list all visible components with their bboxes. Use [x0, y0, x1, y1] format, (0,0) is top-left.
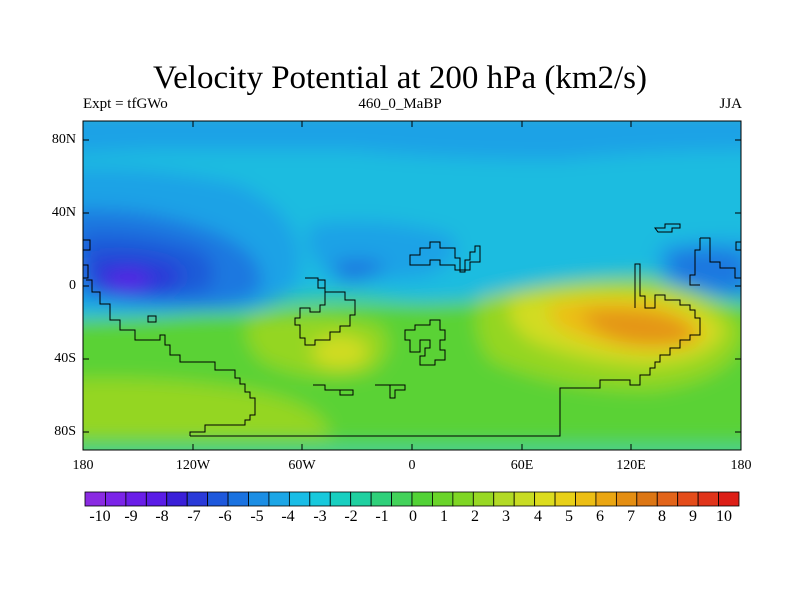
colorbar-swatch	[615, 491, 638, 507]
colorbar-swatch	[452, 491, 474, 507]
coastline-africa-west	[294, 277, 356, 346]
colorbar-label: 6	[596, 508, 604, 525]
colorbar-swatch	[309, 491, 331, 507]
colorbar-swatch	[186, 491, 209, 507]
field-blue-central	[333, 259, 385, 282]
colorbar-swatch	[575, 491, 597, 507]
y-tick-label-0: 0	[69, 278, 76, 293]
x-tick-label-60e: 60E	[510, 458, 534, 473]
colorbar-swatch	[350, 491, 372, 507]
coastline-antarctica	[190, 263, 701, 437]
field-yellow-patch	[312, 336, 368, 368]
x-tick-label-120w: 120W	[175, 458, 211, 473]
y-tick-label-40n: 40N	[51, 205, 76, 220]
x-tick-label-120e: 120E	[616, 458, 646, 473]
coastline-americas	[83, 264, 256, 436]
coastline-americas-west	[83, 239, 91, 251]
plot-title: Velocity Potential at 200 hPa (km2/s)	[152, 60, 648, 96]
colorbar-label: 8	[658, 508, 666, 525]
field-blue-east	[668, 249, 741, 291]
field-light-blue-band	[83, 121, 741, 160]
colorbar-swatch	[84, 491, 106, 507]
colorbar-swatch	[288, 491, 311, 507]
colorbar-swatch	[391, 491, 413, 507]
colorbar-swatch	[534, 491, 556, 507]
colorbar-swatch	[636, 491, 658, 507]
colorbar-label: -3	[313, 508, 327, 525]
field-light-green-south	[83, 378, 330, 440]
colorbar-swatch	[432, 491, 454, 507]
colorbar-swatch	[207, 491, 229, 507]
coastline-island-east	[654, 223, 681, 233]
x-tick-label-60w: 60W	[288, 458, 316, 473]
colorbar-swatch	[268, 491, 290, 507]
colorbar-label: 4	[534, 508, 542, 525]
colorbar-swatch	[227, 491, 249, 507]
colorbar-label: -4	[281, 508, 295, 525]
y-tick-label-40s: 40S	[54, 351, 76, 366]
coastline-island-mid	[404, 319, 446, 366]
colorbar-swatch	[656, 491, 679, 507]
experiment-label: Expt = tfGWo	[83, 96, 168, 112]
colorbar-swatch	[370, 491, 392, 507]
colorbar-label: 7	[627, 508, 635, 525]
colorbar-label: 0	[409, 508, 417, 525]
y-tick-label-80s: 80S	[54, 424, 76, 439]
x-tick-label-180-east: 180	[730, 458, 752, 473]
colorbar-label: 10	[716, 508, 732, 525]
colorbar-label: -8	[155, 508, 169, 525]
case-label: 460_0_MaBP	[358, 96, 442, 112]
coastline-island-small	[147, 315, 157, 323]
colorbar-label: -5	[250, 508, 264, 525]
colorbar-swatch	[595, 491, 617, 507]
colorbar-swatch	[677, 491, 699, 507]
colorbar-swatch	[472, 491, 495, 507]
colorbar-swatch	[493, 491, 515, 507]
colorbar-swatch	[697, 491, 719, 507]
colorbar-label: -2	[344, 508, 358, 525]
colorbar-label: 9	[689, 508, 697, 525]
colorbar-swatch	[145, 491, 168, 507]
season-label: JJA	[719, 96, 742, 112]
colorbar-swatch	[411, 491, 433, 507]
colorbar-swatch	[105, 491, 127, 507]
contour-field	[83, 121, 741, 450]
field-indigo-core	[106, 272, 150, 290]
colorbar-label: -1	[375, 508, 389, 525]
coastline-landmass-central	[409, 241, 481, 273]
colorbar	[84, 491, 740, 507]
colorbar-swatch	[554, 491, 576, 507]
coastlines	[83, 223, 741, 437]
colorbar-label: -6	[218, 508, 232, 525]
colorbar-swatch	[166, 491, 188, 507]
x-tick-label-180-west: 180	[72, 458, 94, 473]
colorbar-label: 1	[440, 508, 448, 525]
y-tick-label-80n: 80N	[51, 132, 76, 147]
colorbar-label: -10	[89, 508, 111, 525]
coastline-landmass-east	[689, 237, 741, 286]
colorbar-swatch	[329, 491, 352, 507]
colorbar-label: -7	[187, 508, 201, 525]
colorbar-swatch	[513, 491, 536, 507]
coastline-islands-south	[313, 384, 406, 399]
colorbar-swatch	[248, 491, 270, 507]
colorbar-label: 5	[565, 508, 573, 525]
colorbar-swatch	[718, 491, 740, 507]
colorbar-label: 2	[471, 508, 479, 525]
colorbar-swatch	[125, 491, 147, 507]
x-tick-label-0: 0	[408, 458, 416, 473]
colorbar-label: 3	[502, 508, 510, 525]
colorbar-label: -9	[124, 508, 138, 525]
axis-ticks	[83, 121, 741, 450]
field-orange-core	[580, 309, 695, 345]
